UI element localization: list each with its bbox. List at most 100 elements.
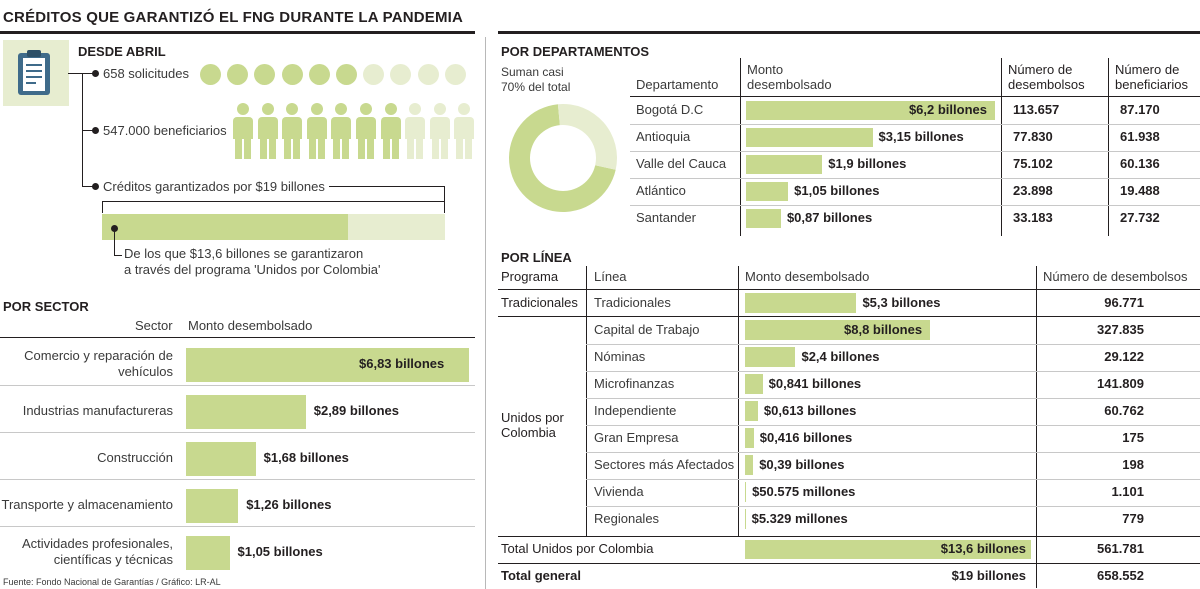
solicitud-circle <box>390 64 412 85</box>
row-rule <box>0 479 475 480</box>
total-unidos-bar <box>745 540 1031 559</box>
sector-bar <box>186 536 230 570</box>
bullet-dot <box>92 183 99 190</box>
desembolsos-col-header: Número de <box>1008 62 1073 77</box>
solicitud-circle <box>444 64 466 85</box>
solicitud-circle <box>254 64 276 85</box>
person-icon-legl <box>407 138 415 159</box>
sector-bar <box>186 442 256 476</box>
person-icon-body <box>306 117 327 139</box>
departamento-desembolsos: 33.183 <box>1013 210 1053 225</box>
linea-bar <box>745 428 754 448</box>
person-icon-legr <box>367 138 374 159</box>
linea-col-header: Línea <box>594 269 627 284</box>
sector-value: $6,83 billones <box>359 356 445 371</box>
unidos-note: De los que $13,6 billones se garantizaro… <box>124 246 364 261</box>
departamento-desembolsos: 77.830 <box>1013 129 1053 144</box>
sector-value: $1,05 billones <box>237 544 323 559</box>
sector-label: Actividades profesionales, científicas y … <box>22 536 173 568</box>
linea-monto: $2,4 billones <box>801 349 880 364</box>
tree-branch-3 <box>82 186 96 187</box>
sector-label-line: Transporte y almacenamiento <box>1 497 174 512</box>
sector-label-line: Actividades profesionales, <box>21 536 173 551</box>
row-rule <box>586 452 1200 453</box>
total-general-numero: 658.552 <box>1097 568 1144 583</box>
linea-monto: $0,613 billones <box>763 403 857 418</box>
departamento-bar <box>746 128 873 147</box>
donut-chart <box>509 104 617 212</box>
row-rule <box>630 178 1200 179</box>
por-departamentos-title: POR DEPARTAMENTOS <box>501 44 650 59</box>
beneficiarios-col-header: beneficiarios <box>1115 77 1188 92</box>
programa-tradicionales: Tradicionales <box>501 295 578 310</box>
col-divider <box>1001 58 1002 236</box>
col-divider <box>1036 266 1037 588</box>
tree-connector <box>68 73 82 74</box>
linea-numero: 29.122 <box>1104 349 1144 364</box>
por-sector-title: POR SECTOR <box>3 299 89 314</box>
linea-bar <box>745 401 758 421</box>
sector-value: $1,26 billones <box>246 497 332 512</box>
sector-bar <box>186 395 306 429</box>
person-icon-body <box>380 117 401 139</box>
person-icon <box>256 103 280 161</box>
linea-bar <box>745 509 746 529</box>
linea-bar <box>745 293 857 313</box>
person-icon-body <box>331 117 352 139</box>
page-title: CRÉDITOS QUE GARANTIZÓ EL FNG DURANTE LA… <box>3 9 464 26</box>
sector-label-line: Comercio y reparación de <box>24 348 173 363</box>
solicitud-circle <box>281 64 303 85</box>
person-icon <box>403 103 427 161</box>
person-icon-legr <box>293 138 301 159</box>
linea-monto: $5.329 millones <box>751 511 848 526</box>
sector-value: $1,68 billones <box>263 450 349 465</box>
header-rule <box>630 96 1200 97</box>
header-rule <box>498 289 1200 290</box>
departamento-monto: $0,87 billones <box>786 210 873 225</box>
donut-slice-rest <box>557 104 617 170</box>
person-icon <box>329 103 353 161</box>
desembolsos-col-header: desembolsos <box>1008 77 1085 92</box>
row-rule <box>586 371 1200 372</box>
person-icon <box>305 103 329 161</box>
linea-name: Nóminas <box>594 349 646 364</box>
bullet-dot <box>92 127 99 134</box>
sector-label: Transporte y almacenamiento <box>2 497 174 513</box>
departamento-name: Bogotá D.C <box>636 102 704 117</box>
bullet-dot <box>92 70 99 77</box>
header-rule <box>0 337 475 338</box>
title-rule <box>0 31 475 34</box>
desde-abril-title: DESDE ABRIL <box>78 44 166 59</box>
linea-monto: $0,39 billones <box>759 457 845 472</box>
creditos-bracket <box>444 186 445 213</box>
sector-label-line: científicas y técnicas <box>53 552 173 567</box>
beneficiarios-col-header: Número de <box>1115 62 1180 77</box>
row-rule <box>0 432 475 433</box>
col-divider <box>738 266 739 536</box>
person-icon-body <box>233 117 253 139</box>
person-icon-head <box>360 103 372 115</box>
person-icon-legr <box>244 138 251 159</box>
programa-unidos: Unidos por <box>501 410 564 425</box>
person-icon <box>379 103 403 161</box>
solicitud-circle <box>363 64 385 85</box>
linea-monto: $5,3 billones <box>862 295 941 310</box>
sector-label: Construcción <box>97 450 173 466</box>
linea-bar <box>745 374 763 394</box>
person-icon-legl <box>308 138 316 159</box>
solicitud-circle <box>308 64 330 85</box>
donut-note: 70% del total <box>501 80 571 94</box>
person-icon-legl <box>235 138 242 159</box>
linea-name: Sectores más Afectados <box>594 457 735 472</box>
person-icon-legr <box>317 138 325 159</box>
departamento-beneficiarios: 19.488 <box>1120 183 1160 198</box>
row-rule <box>586 344 1200 345</box>
person-icon-head <box>458 103 471 115</box>
person-icon <box>280 103 304 161</box>
person-icon-legr <box>391 138 399 159</box>
solicitud-circle <box>417 64 439 85</box>
person-icon-head <box>335 103 348 115</box>
linea-numero: 779 <box>1122 511 1144 526</box>
col-divider <box>740 58 741 236</box>
departamento-beneficiarios: 87.170 <box>1120 102 1160 117</box>
